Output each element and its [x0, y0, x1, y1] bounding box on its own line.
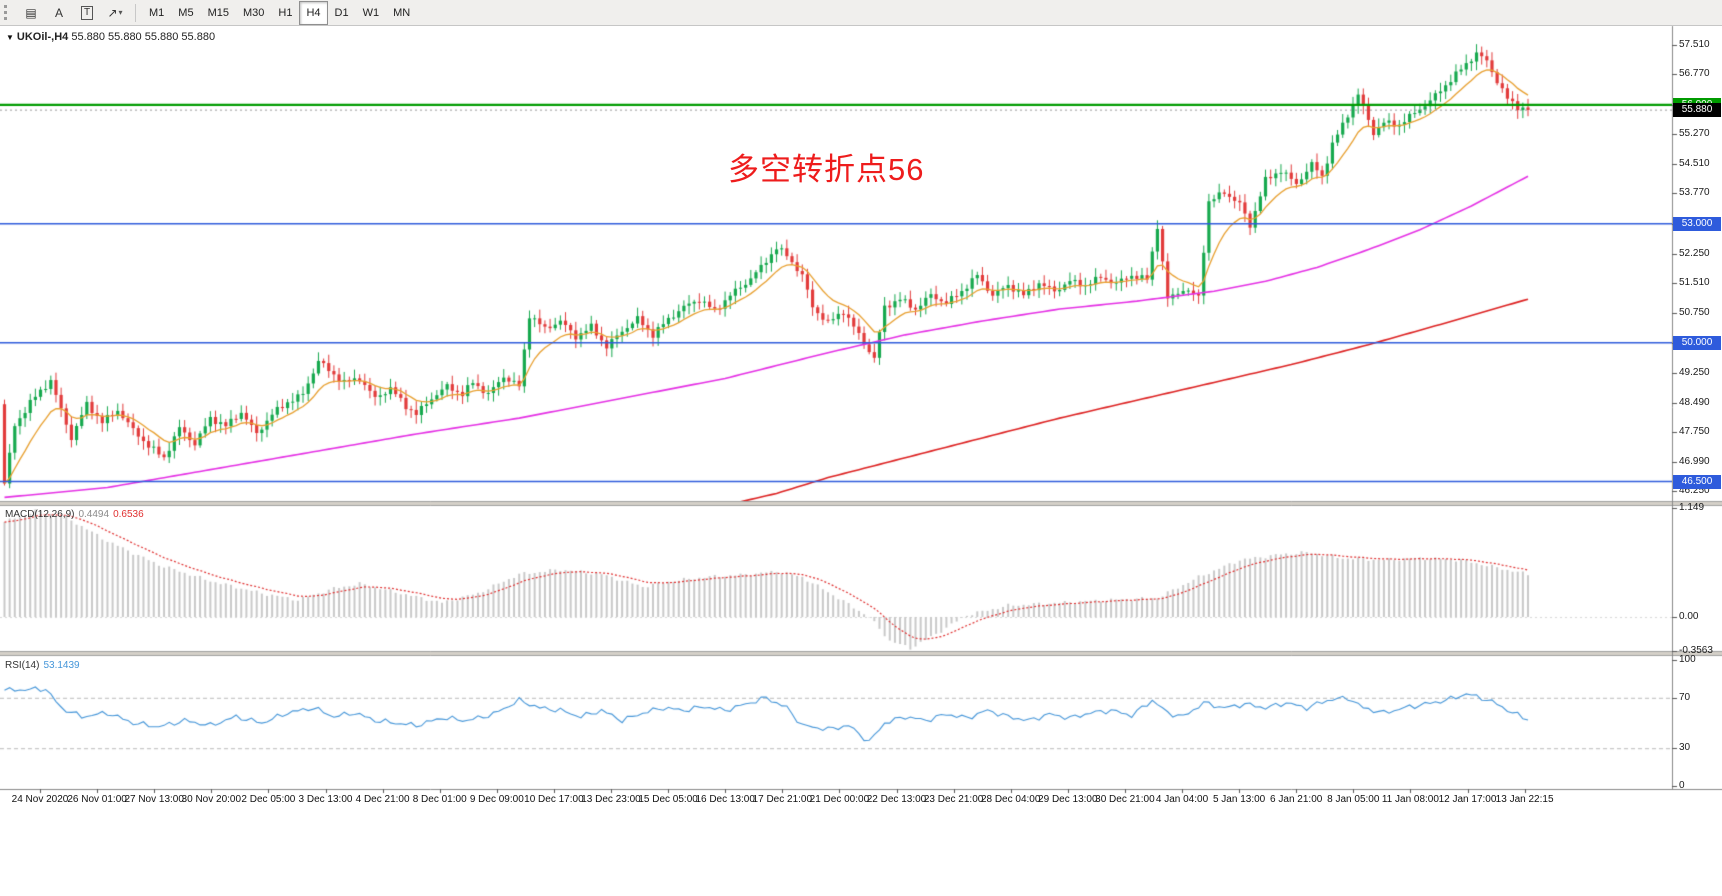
rsi-axis-tick: 0	[1679, 780, 1685, 791]
time-axis-label: 27 Nov 13:00	[124, 794, 184, 805]
symbol-title: UKOil-,H4	[16, 31, 69, 43]
rsi-indicator-label: RSI(14) 53.1439	[5, 660, 80, 671]
ohlc-readout: 55.880 55.880 55.880 55.880	[71, 31, 216, 43]
price-level-label: 46.500	[1673, 474, 1721, 489]
timeframe-button-m15[interactable]: M15	[207, 6, 229, 19]
bid-price-label: 55.880	[1673, 102, 1721, 117]
price-axis-tick: 46.990	[1679, 456, 1710, 468]
chart-window-tool[interactable]: ▤	[17, 2, 45, 24]
price-axis-tick: 56.770	[1679, 68, 1710, 80]
text-box-tool[interactable]: T	[73, 2, 101, 24]
time-axis-label: 3 Dec 13:00	[298, 794, 353, 805]
dropdown-caret-icon: ▾	[118, 8, 123, 17]
price-axis-tick: 53.770	[1679, 187, 1710, 199]
price-axis-tick: 46.250	[1679, 485, 1710, 497]
time-axis-label: 6 Jan 21:00	[1270, 794, 1323, 805]
price-axis-tick: 48.490	[1679, 396, 1710, 408]
rsi-name: RSI(14)	[5, 660, 40, 671]
shapes-dropdown-icon: ↗	[107, 5, 118, 20]
time-axis-label: 12 Jan 17:00	[1438, 794, 1497, 805]
timeframe-button-m30[interactable]: M30	[242, 6, 265, 19]
toolbar-separator	[135, 3, 136, 22]
chart-window-tool-icon: ▤	[25, 5, 37, 20]
macd-axis-tick: -0.3563	[1679, 644, 1713, 656]
timeframe-button-w1[interactable]: W1	[362, 6, 380, 19]
text-box-tool-icon: T	[80, 5, 94, 20]
price-axis-tick: 50.750	[1679, 307, 1710, 319]
time-axis-label: 4 Jan 04:00	[1155, 794, 1209, 805]
time-axis-label: 22 Dec 13:00	[866, 794, 927, 805]
time-axis-label: 15 Dec 05:00	[638, 794, 698, 805]
price-axis-tick: 51.510	[1679, 276, 1710, 288]
time-axis-label: 29 Dec 13:00	[1038, 794, 1098, 805]
timeframe-button-d1[interactable]: D1	[334, 6, 349, 19]
price-axis-tick: 47.750	[1679, 425, 1710, 437]
shapes-dropdown[interactable]: ↗ ▾	[101, 2, 129, 24]
price-axis-tick: 52.250	[1679, 247, 1710, 259]
macd-axis-tick: 1.149	[1679, 501, 1705, 513]
price-axis-tick: 57.510	[1679, 39, 1710, 50]
price-axis-tick: 54.510	[1679, 157, 1710, 169]
time-axis-label: 13 Dec 23:00	[581, 794, 641, 805]
timeframe-buttons-group: M1 M5 M15 M30 H1 H4 D1 W1 MN	[142, 0, 417, 25]
rsi-axis-tick: 100	[1679, 654, 1696, 665]
rsi-value: 53.1439	[43, 660, 80, 671]
time-axis-label: 30 Nov 20:00	[181, 794, 242, 805]
timeframe-button-m5[interactable]: M5	[178, 6, 194, 19]
time-axis-label: 13 Jan 22:15	[1495, 794, 1554, 805]
top-toolbar: ▤ A T ↗ ▾ M1 M5 M15 M30 H1 H4 D1 W1 MN	[0, 0, 1722, 26]
time-axis-label: 17 Dec 21:00	[752, 794, 813, 805]
time-axis-label: 23 Dec 21:00	[923, 794, 984, 805]
time-axis-label: 30 Dec 21:00	[1095, 794, 1155, 805]
macd-axis-tick: 0.00	[1679, 611, 1699, 622]
price-axis-tick: 49.250	[1679, 366, 1710, 378]
toolbar-grip[interactable]	[4, 5, 12, 20]
macd-signal-value: 0.6536	[113, 509, 144, 520]
timeframe-button-m1[interactable]: M1	[149, 6, 165, 19]
price-axis-tick: 55.270	[1679, 127, 1710, 139]
time-axis-label: 16 Dec 13:00	[695, 794, 755, 805]
label-tool[interactable]: A	[45, 2, 73, 24]
macd-indicator-label: MACD(12,26,9) 0.4494 0.6536	[5, 509, 144, 520]
timeframe-button-h4[interactable]: H4	[299, 0, 328, 25]
macd-main-value: 0.4494	[78, 509, 110, 520]
time-axis-label: 9 Dec 09:00	[469, 794, 524, 805]
time-axis-label: 24 Nov 2020	[11, 794, 69, 805]
time-axis-label: 8 Jan 05:00	[1327, 794, 1380, 805]
price-level-label: 53.000	[1673, 216, 1721, 231]
time-axis-label: 5 Jan 13:00	[1212, 794, 1266, 805]
rsi-axis-tick: 30	[1679, 742, 1691, 754]
symbol-dropdown-icon[interactable]: ▼	[6, 33, 14, 42]
timeframe-button-h1[interactable]: H1	[278, 6, 293, 19]
price-level-label: 50.000	[1673, 335, 1721, 350]
macd-name: MACD(12,26,9)	[5, 509, 75, 520]
time-axis-label: 28 Dec 04:00	[980, 794, 1041, 805]
time-axis-label: 4 Dec 21:00	[355, 794, 410, 805]
time-axis-label: 26 Nov 01:00	[67, 794, 127, 805]
chart-annotation-text[interactable]: 多空转折点56	[728, 152, 925, 187]
time-axis-label: 8 Dec 01:00	[412, 794, 467, 805]
timeframe-button-mn[interactable]: MN	[393, 6, 411, 19]
time-axis-label: 11 Jan 08:00	[1381, 794, 1439, 805]
drawing-tools-group: ▤ A T ↗ ▾	[17, 2, 129, 24]
label-tool-icon: A	[54, 5, 63, 20]
symbol-header: ▼ UKOil-,H4 55.880 55.880 55.880 55.880	[6, 31, 215, 43]
time-axis-label: 2 Dec 05:00	[241, 794, 296, 805]
time-axis-label: 21 Dec 00:00	[809, 794, 870, 805]
time-axis-label: 10 Dec 17:00	[524, 794, 584, 805]
rsi-axis-tick: 70	[1679, 691, 1691, 703]
